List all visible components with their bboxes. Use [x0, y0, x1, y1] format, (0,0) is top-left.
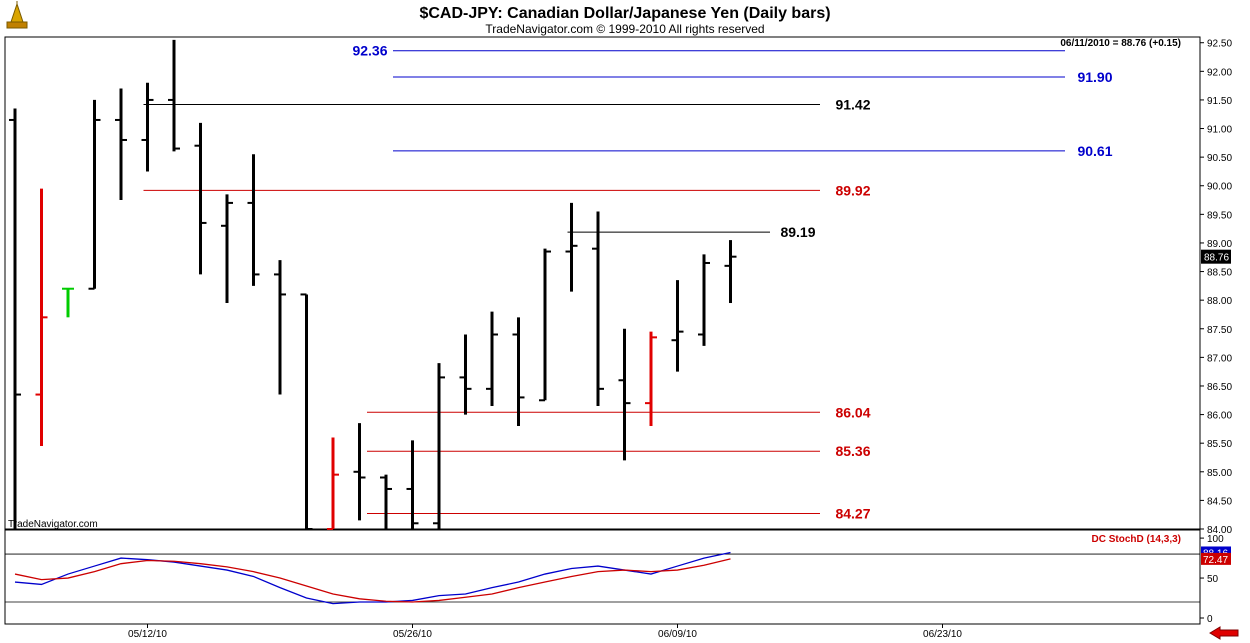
ohlc-bar: [168, 39, 180, 152]
y-tick-label: 88.50: [1207, 268, 1232, 279]
left-arrow-icon[interactable]: [1209, 626, 1239, 640]
level-label: 84.27: [835, 506, 870, 522]
stoch-y-tick-label: 0: [1207, 614, 1213, 625]
last-price-label: 88.76: [1204, 253, 1229, 264]
ohlc-bar: [221, 194, 233, 304]
ohlc-bar: [724, 240, 737, 304]
y-tick-label: 84.00: [1207, 525, 1232, 536]
x-tick-label: 06/09/10: [658, 629, 697, 640]
trade-navigator-logo-icon[interactable]: [6, 1, 28, 29]
y-tick-label: 92.00: [1207, 67, 1232, 78]
ohlc-bar: [88, 99, 101, 290]
stoch-y-tick-label: 50: [1207, 574, 1219, 585]
ohlc-bar: [459, 334, 472, 415]
level-label: 85.36: [835, 443, 870, 459]
y-tick-label: 86.00: [1207, 411, 1232, 422]
ohlc-bar: [512, 317, 525, 427]
stoch-series-line: [14, 558, 731, 603]
level-label: 89.19: [780, 224, 815, 240]
last-price-box: [1201, 249, 1231, 264]
level-label: 89.92: [835, 182, 870, 198]
ohlc-bar: [406, 440, 419, 529]
y-tick-label: 90.50: [1207, 153, 1232, 164]
ohlc-bar: [300, 293, 313, 530]
y-tick-label: 90.00: [1207, 182, 1232, 193]
stoch-series-line: [14, 551, 731, 605]
chart-title: $CAD-JPY: Canadian Dollar/Japanese Yen (…: [419, 5, 830, 22]
ohlc-bar: [9, 108, 21, 529]
ohlc-bar: [539, 248, 551, 402]
ohlc-bar: [35, 188, 48, 447]
level-label: 92.36: [352, 43, 387, 59]
stoch-value-box: [1201, 552, 1231, 565]
ohlc-bar: [141, 82, 154, 172]
y-tick-label: 88.00: [1207, 296, 1232, 307]
y-tick-label: 89.00: [1207, 239, 1232, 250]
level-label: 86.04: [835, 404, 870, 420]
ohlc-bar: [62, 287, 74, 318]
y-tick-label: 91.50: [1207, 96, 1232, 107]
y-tick-label: 87.00: [1207, 353, 1232, 364]
ohlc-bar: [618, 328, 631, 461]
ohlc-bar: [194, 122, 207, 275]
ohlc-bar: [645, 331, 657, 427]
ohlc-bar: [433, 363, 445, 529]
watermark: TradeNavigator.com: [8, 519, 98, 530]
y-tick-label: 86.50: [1207, 382, 1232, 393]
y-tick-label: 89.50: [1207, 210, 1232, 221]
y-tick-label: 92.50: [1207, 39, 1232, 50]
chart-subtitle: TradeNavigator.com © 1999-2010 All right…: [485, 22, 764, 36]
stoch-y-tick-label: 100: [1207, 534, 1224, 545]
ohlc-bar: [353, 423, 366, 521]
y-tick-label: 87.50: [1207, 325, 1232, 336]
y-tick-label: 84.50: [1207, 496, 1232, 507]
stoch-title: DC StochD (14,3,3): [1092, 534, 1181, 545]
ohlc-bar: [592, 211, 604, 406]
price-readout: 06/11/2010 = 88.76 (+0.15): [1060, 38, 1181, 49]
x-tick-label: 05/12/10: [128, 629, 167, 640]
y-tick-label: 91.00: [1207, 125, 1232, 136]
ohlc-bar: [486, 311, 498, 406]
ohlc-bar: [247, 154, 260, 286]
stoch-panel: [4, 529, 1201, 625]
level-label: 90.61: [1077, 143, 1112, 159]
level-label: 91.42: [835, 97, 870, 113]
level-label: 91.90: [1077, 69, 1112, 85]
ohlc-bar: [380, 474, 392, 529]
ohlc-bar: [565, 202, 578, 292]
ohlc-bar: [115, 88, 127, 201]
ohlc-bar: [327, 437, 339, 530]
ohlc-bar: [274, 260, 286, 395]
x-tick-label: 05/26/10: [393, 629, 432, 640]
ohlc-bar: [698, 254, 710, 346]
ohlc-bar: [671, 280, 684, 372]
price-panel: [4, 36, 1201, 530]
x-tick-label: 06/23/10: [923, 629, 962, 640]
y-tick-label: 85.50: [1207, 439, 1232, 450]
stoch-value-label: 72.47: [1203, 555, 1228, 566]
y-tick-label: 85.00: [1207, 468, 1232, 479]
